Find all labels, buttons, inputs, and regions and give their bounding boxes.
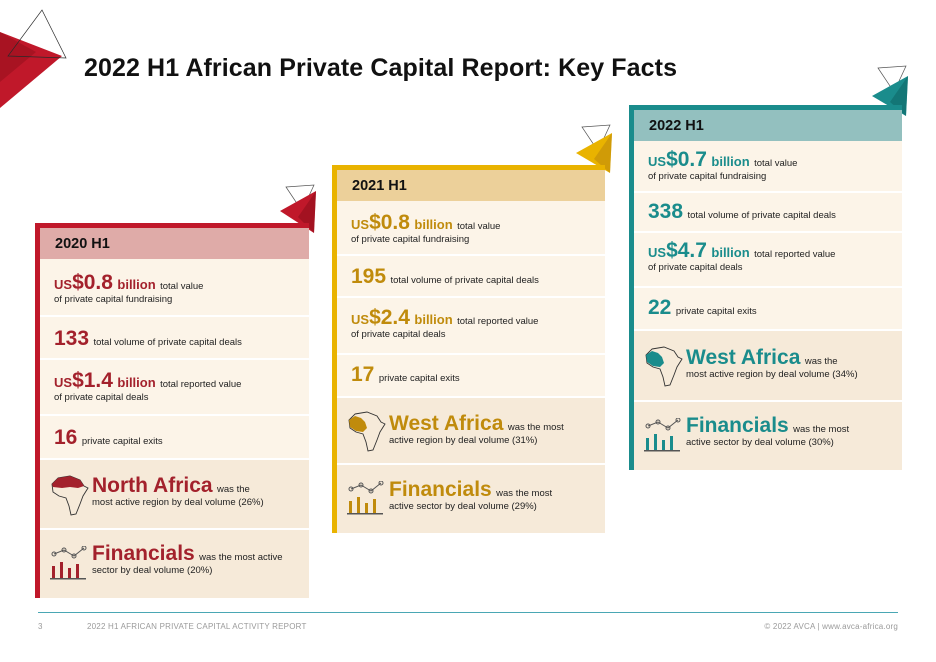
reported-value-stat: US$1.4 billion total reported value of p…: [40, 360, 309, 416]
currency-prefix: US: [648, 245, 667, 260]
region-name: North Africa: [92, 474, 213, 497]
fundraising-unit: billion: [414, 217, 453, 232]
card-2022-h1: 2022 H1 US$0.7 billion total value of pr…: [629, 105, 902, 470]
fundraising-value: $0.7: [666, 148, 707, 171]
sector-label-line2: sector by deal volume (20%): [92, 565, 213, 577]
deals-value: 338: [648, 200, 684, 223]
fundraising-label-line2: of private capital fundraising: [648, 171, 767, 183]
region-label-line2: most active region by deal volume (34%): [686, 369, 858, 381]
deals-stat: 133 total volume of private capital deal…: [40, 317, 309, 360]
reported-label-line2: of private capital deals: [648, 262, 743, 274]
corner-decoration: [0, 9, 67, 108]
fundraising-stat: US$0.8 billion total value of private ca…: [337, 203, 605, 256]
currency-prefix: US: [54, 277, 73, 292]
region-name: West Africa: [389, 412, 504, 435]
reported-label-line2: of private capital deals: [54, 392, 149, 404]
page-title: 2022 H1 African Private Capital Report: …: [84, 54, 678, 82]
sector-label-line2: active sector by deal volume (30%): [686, 437, 834, 449]
sector-stat: Financials was the most active sector by…: [634, 402, 902, 470]
africa-map-icon: [51, 475, 89, 516]
reported-label-line2: of private capital deals: [351, 329, 446, 341]
sector-label: was the most active: [199, 552, 283, 563]
region-stat: West Africa was the most active region b…: [337, 398, 605, 465]
card-2021-decoration: [576, 124, 612, 173]
fundraising-stat: US$0.7 billion total value of private ca…: [634, 143, 902, 193]
fundraising-value: $0.8: [369, 211, 410, 234]
bar-chart-icon: [50, 546, 87, 580]
deals-label: total volume of private capital deals: [687, 210, 836, 221]
africa-map-icon: [645, 346, 683, 387]
report-name: 2022 H1 AFRICAN PRIVATE CAPITAL ACTIVITY…: [87, 622, 307, 631]
fundraising-unit: billion: [711, 154, 750, 169]
region-label-line2: active region by deal volume (31%): [389, 435, 538, 447]
exits-value: 16: [54, 426, 78, 449]
currency-prefix: US: [648, 154, 667, 169]
sector-label: was the most: [496, 488, 553, 499]
reported-label: total reported value: [160, 379, 242, 390]
card-2021-h1: 2021 H1 US$0.8 billion total value of pr…: [332, 165, 605, 533]
sector-stat: Financials was the most active sector by…: [337, 465, 605, 533]
region-label-line2: most active region by deal volume (26%): [92, 497, 264, 509]
sector-name: Financials: [389, 478, 492, 501]
fundraising-label-line2: of private capital fundraising: [351, 234, 470, 246]
exits-value: 22: [648, 296, 672, 319]
exits-value: 17: [351, 363, 375, 386]
exits-stat: 17 private capital exits: [337, 355, 605, 398]
card-2020-h1: 2020 H1 US$0.8 billion total value of pr…: [35, 223, 309, 598]
copyright: © 2022 AVCA | www.avca-africa.org: [764, 622, 898, 631]
sector-name: Financials: [92, 542, 195, 565]
deals-label: total volume of private capital deals: [390, 275, 539, 286]
reported-value-stat: US$4.7 billion total reported value of p…: [634, 233, 902, 288]
footer-divider: [38, 612, 898, 613]
africa-map-icon: [348, 411, 386, 452]
fundraising-stat: US$0.8 billion total value of private ca…: [40, 261, 309, 317]
exits-stat: 22 private capital exits: [634, 288, 902, 331]
reported-value: $1.4: [72, 369, 113, 392]
card-2020-decoration: [280, 184, 316, 233]
exits-stat: 16 private capital exits: [40, 416, 309, 460]
deals-stat: 338 total volume of private capital deal…: [634, 193, 902, 233]
currency-prefix: US: [54, 375, 73, 390]
sector-name: Financials: [686, 414, 789, 437]
currency-prefix: US: [351, 312, 370, 327]
exits-label: private capital exits: [81, 436, 163, 447]
reported-value: $4.7: [666, 239, 707, 262]
region-label: was the: [217, 484, 250, 495]
fundraising-unit: billion: [117, 277, 156, 292]
fundraising-label: total value: [457, 221, 501, 232]
reported-unit: billion: [414, 312, 453, 327]
region-stat: North Africa was the most active region …: [40, 460, 309, 530]
card-period-header: 2021 H1: [337, 170, 605, 201]
sector-stat: Financials was the most active sector by…: [40, 530, 309, 598]
deals-value: 133: [54, 327, 90, 350]
reported-label: total reported value: [457, 316, 539, 327]
page-number: 3: [38, 622, 43, 631]
fundraising-value: $0.8: [72, 271, 113, 294]
deals-value: 195: [351, 265, 387, 288]
card-period-header: 2022 H1: [634, 110, 902, 141]
region-label: was the most: [507, 422, 564, 433]
reported-unit: billion: [117, 375, 156, 390]
bar-chart-icon: [644, 418, 681, 452]
bar-chart-icon: [347, 481, 384, 515]
exits-label: private capital exits: [378, 373, 460, 384]
reported-value-stat: US$2.4 billion total reported value of p…: [337, 298, 605, 355]
fundraising-label-line2: of private capital fundraising: [54, 294, 173, 306]
sector-label-line2: active sector by deal volume (29%): [389, 501, 537, 513]
deals-label: total volume of private capital deals: [93, 337, 242, 348]
sector-label: was the most: [793, 424, 850, 435]
region-stat: West Africa was the most active region b…: [634, 331, 902, 402]
fundraising-label: total value: [754, 158, 798, 169]
region-label: was the: [804, 356, 838, 367]
deals-stat: 195 total volume of private capital deal…: [337, 256, 605, 298]
reported-unit: billion: [711, 245, 750, 260]
region-name: West Africa: [686, 346, 801, 369]
reported-value: $2.4: [369, 306, 410, 329]
reported-label: total reported value: [754, 249, 836, 260]
fundraising-label: total value: [160, 281, 204, 292]
currency-prefix: US: [351, 217, 370, 232]
exits-label: private capital exits: [675, 306, 757, 317]
card-period-header: 2020 H1: [40, 228, 309, 259]
